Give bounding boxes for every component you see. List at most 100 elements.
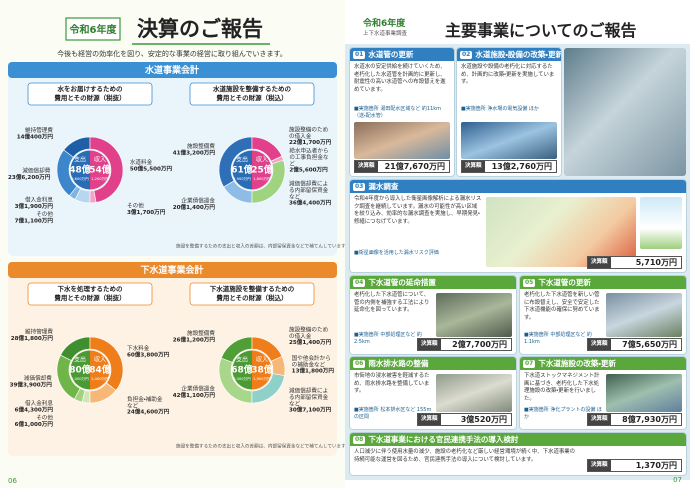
center-label: 収入 (256, 357, 268, 364)
card-number: 01 (353, 51, 366, 59)
section-bg (8, 262, 337, 456)
card-number: 03 (353, 183, 366, 191)
segment-name: 下水料金 (127, 344, 150, 352)
card-text: 市街地の浸水被害を軽減するため、雨水排水路を整備しています。 (354, 373, 430, 395)
card-title: 下水道事業における官民連携手法の導入検討 (368, 435, 519, 444)
chart-title: 水道施設を整備するための (212, 84, 292, 93)
project-card: 06 雨水排水路の整備市街地の浸水被害を軽減するため、雨水排水路を整備しています。… (350, 357, 516, 429)
section-bg (8, 62, 337, 256)
card-title-bar: 06 雨水排水路の整備 (350, 357, 516, 370)
left-page: 令和6年度 決算のご報告 今後も経営の効率化を図り、安定的な事業の経営に取り組ん… (0, 0, 345, 488)
segment-value: 36億4,400万円 (289, 198, 332, 206)
card-detail: ■実施箇所 松本排水区など 155mの区間 (354, 407, 432, 420)
chart-title: 費用とその財源（税込） (216, 93, 287, 102)
segment-value: 39億3,900万円 (10, 380, 53, 388)
section-note: 施設を整備するための支出と収入の差額は、内部留保資金などで補てんしています。 (176, 243, 345, 250)
chart-title: 水をお届けするための (57, 84, 124, 93)
chart-title: 費用とその財源（税抜） (54, 293, 125, 302)
right-title: 主要事業についてのご報告 (445, 21, 637, 40)
segment-value: 13億1,800万円 (292, 366, 335, 374)
card-detail: ■衛星画像を活用した漏水リスク評価 (354, 250, 439, 256)
center-half (232, 150, 252, 190)
card-title: 下水道施設の改築・更新 (538, 359, 616, 368)
center-label: 支出 (236, 356, 248, 364)
card-detail: ■実施箇所 浄水場の電気設備 ほか (461, 106, 539, 112)
segment-name: 維持管理費 (25, 328, 53, 336)
center-half (252, 350, 272, 390)
card-title-bar: 05 下水道管の更新 (520, 276, 686, 289)
amount-value: 7億5,650万円 (622, 340, 677, 349)
center-total: 54億 (89, 164, 111, 176)
center-total: 25億 (251, 164, 273, 176)
segment-name: 減価償却費 (22, 167, 50, 175)
card-title: 水道施設・設備の改築・更新 (475, 50, 561, 59)
donut-segment (251, 159, 286, 204)
center-total-sub: 9,600万円 (71, 177, 89, 181)
project-card: 03 漏水調査 令和4年度から導入した衛星画像解析による漏水リスク調査を継続していま… (350, 180, 686, 272)
card-text: 下水道ストックマネジメント計画に基づき、老朽化した下水処理施設の改築・更新を行い… (524, 373, 600, 402)
card-title-bar: 07 下水道施設の改築・更新 (520, 357, 686, 370)
card-title-bar: 08 下水道事業における官民連携手法の導入検討 (350, 433, 686, 446)
center-total: 68億 (231, 364, 253, 376)
lead: 今後も経営の効率化を図り、安定的な事業の経営に取り組んでいきます。 (57, 49, 287, 58)
card-number: 06 (353, 360, 366, 368)
segment-value: 26億1,200万円 (173, 335, 216, 343)
page-number: 07 (673, 476, 682, 484)
chart-title-box (189, 282, 315, 306)
center-total-sub: 5,000万円 (71, 377, 89, 381)
card-photo (606, 293, 682, 337)
center-total: 48億 (69, 164, 91, 176)
card-text: 人口減少に伴う使用水量の減少、施設の老朽化など厳しい経営環境が続く中、下水道事業… (354, 449, 576, 463)
section-title: 下水道事業会計 (140, 264, 203, 276)
card-title: 漏水調査 (368, 182, 399, 191)
card-number: 02 (460, 51, 473, 59)
amount-value: 13億2,760万円 (491, 162, 552, 171)
amount-value: 5,710万円 (635, 258, 677, 267)
amount-label: 決算額 (588, 257, 611, 268)
segment-name: 借入金利息 (25, 195, 53, 203)
card-title: 下水道管の延命措置 (368, 278, 436, 287)
amount-bar: 決算額 21億7,670万円 (354, 160, 450, 173)
amount-label: 決算額 (462, 161, 485, 172)
card-detail: ■実施箇所 浄化プラントの設備 ほか (524, 407, 602, 420)
card-detail: ■実施箇所 中部処理区など 約2.5km (354, 332, 422, 345)
section-note: 施設を整備するための支出と収入の差額は、内部留保資金などで補てんしています。 (176, 443, 345, 450)
amount-bar: 決算額 5,710万円 (587, 256, 682, 269)
header-prefix: 令和6年度 (69, 23, 118, 36)
segment-name: 企業債償還金 (181, 197, 215, 205)
center-total-sub: 6,300万円 (233, 377, 251, 381)
amount-bar: 決算額 8億7,930万円 (587, 413, 682, 426)
card-text: 老朽化した下水道管について、管の内側を補強する工法により延命化を図っています。 (354, 292, 430, 314)
segment-value: 42億1,100万円 (173, 391, 216, 399)
center-total-sub: 1,200万円 (91, 177, 109, 181)
center-label: 収入 (256, 157, 268, 164)
center-label: 支出 (74, 156, 86, 164)
section-title: 水道事業会計 (144, 64, 199, 76)
segment-value: 22億1,700万円 (289, 138, 332, 146)
segment-value: 50億5,500万円 (130, 165, 173, 173)
project-card: 05 下水道管の更新 老朽化した下水道管を新しい管に布設替えし、安全で安定した下水道… (520, 276, 686, 354)
segment-value: 2億5,600万円 (289, 165, 328, 173)
segment-name: その他 (36, 210, 53, 218)
card-photo (436, 374, 512, 412)
center-label: 支出 (74, 356, 86, 364)
segment-name: その他 (36, 414, 53, 422)
amount-value: 21億7,670万円 (384, 162, 445, 171)
segment-name: 水道料金 (130, 158, 153, 166)
segment-name: 施設整備のための借入金 (289, 325, 329, 340)
center-label: 収入 (94, 157, 106, 164)
center-half (70, 350, 90, 390)
chart-title-box (189, 82, 315, 106)
amount-bar: 決算額 1,370万円 (587, 459, 682, 472)
center-total-sub: 2,400万円 (91, 377, 109, 381)
card-title-bar: 01 水道管の更新 (350, 48, 454, 61)
card-photo (486, 197, 636, 267)
segment-value: 41億3,200万円 (173, 149, 216, 157)
project-card: 04 下水道管の延命措置 老朽化した下水道管について、管の内側を補強する工法により延… (350, 276, 516, 354)
center-total-sub: 4,900万円 (233, 177, 251, 181)
center-total-sub: 2,900万円 (253, 377, 271, 381)
segment-name: 国や他会計からの補助金など (292, 353, 331, 368)
amount-label: 決算額 (418, 339, 441, 350)
card-title: 水道管の更新 (368, 50, 414, 59)
